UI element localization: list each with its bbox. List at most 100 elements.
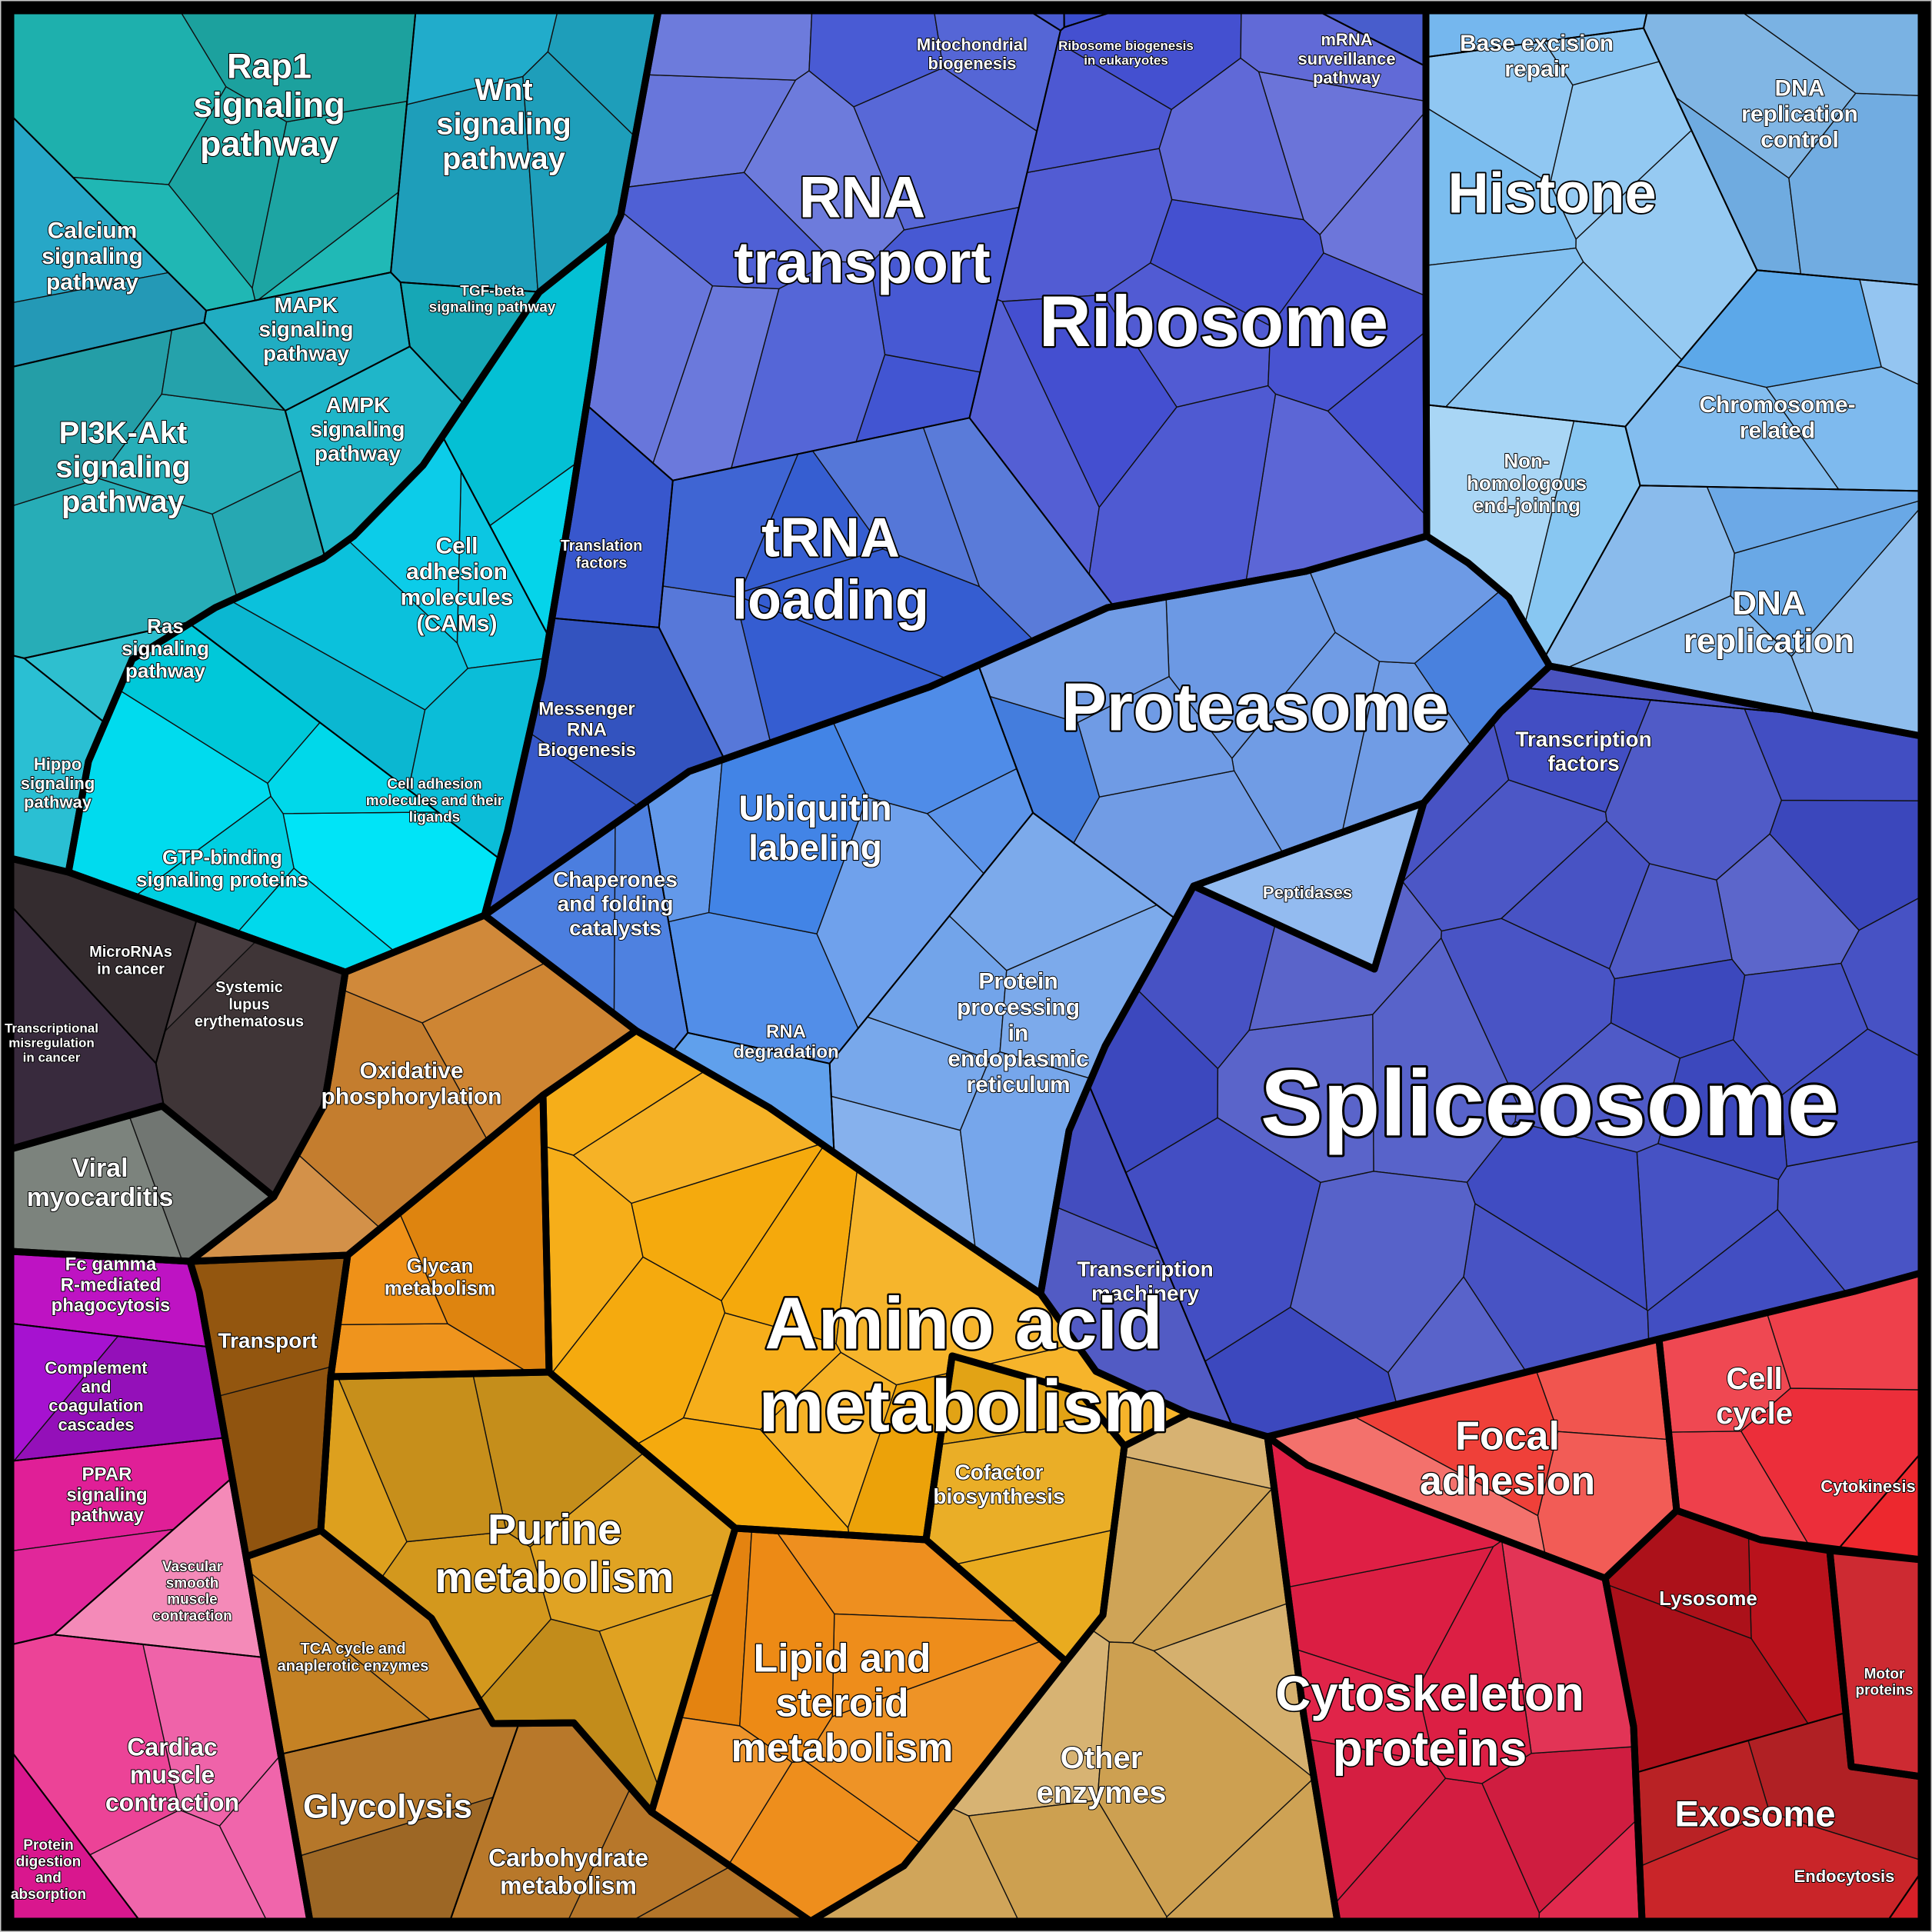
- svg-text:steroid: steroid: [775, 1681, 908, 1726]
- svg-text:repair: repair: [1504, 57, 1569, 82]
- svg-text:signaling: signaling: [55, 451, 191, 485]
- svg-text:Exosome: Exosome: [1675, 1793, 1836, 1834]
- svg-text:Fc gamma: Fc gamma: [65, 1254, 157, 1274]
- svg-text:Messenger: Messenger: [538, 698, 635, 719]
- svg-text:Hippo: Hippo: [34, 754, 82, 774]
- svg-text:and: and: [81, 1377, 111, 1397]
- svg-text:adhesion: adhesion: [406, 559, 508, 585]
- svg-text:signaling pathway: signaling pathway: [429, 300, 556, 316]
- svg-text:Protein: Protein: [23, 1837, 73, 1854]
- svg-text:pathway: pathway: [70, 1505, 145, 1526]
- svg-text:Biogenesis: Biogenesis: [538, 740, 636, 761]
- svg-text:Mitochondrial: Mitochondrial: [917, 35, 1028, 55]
- svg-text:adhesion: adhesion: [1420, 1459, 1595, 1504]
- svg-text:contraction: contraction: [152, 1608, 232, 1624]
- svg-text:Complement: Complement: [45, 1358, 148, 1377]
- svg-text:in cancer: in cancer: [97, 961, 165, 978]
- svg-text:Peptidases: Peptidases: [1263, 883, 1352, 902]
- svg-text:DNA: DNA: [1775, 75, 1825, 101]
- svg-text:Base excision: Base excision: [1460, 31, 1614, 56]
- svg-text:control: control: [1760, 128, 1839, 153]
- svg-text:AMPK: AMPK: [326, 393, 389, 417]
- svg-text:R-mediated: R-mediated: [61, 1274, 162, 1295]
- svg-text:reticulum: reticulum: [966, 1072, 1070, 1098]
- svg-text:phagocytosis: phagocytosis: [52, 1295, 171, 1316]
- svg-text:TGF-beta: TGF-beta: [460, 283, 525, 299]
- svg-text:factors: factors: [1547, 751, 1619, 775]
- svg-text:digestion: digestion: [16, 1854, 81, 1870]
- svg-text:machinery: machinery: [1091, 1281, 1199, 1305]
- svg-text:RNA: RNA: [567, 719, 607, 740]
- svg-text:Vascular: Vascular: [162, 1559, 223, 1575]
- svg-text:end-joining: end-joining: [1473, 494, 1581, 517]
- svg-text:pathway: pathway: [1313, 68, 1381, 87]
- svg-text:in eukaryotes: in eukaryotes: [1084, 53, 1168, 68]
- svg-text:Lysosome: Lysosome: [1659, 1587, 1757, 1610]
- svg-text:lupus: lupus: [228, 996, 269, 1013]
- svg-text:Calcium: Calcium: [48, 218, 138, 243]
- svg-text:Other: Other: [1061, 1741, 1143, 1775]
- svg-text:signaling: signaling: [436, 108, 571, 142]
- svg-text:catalysts: catalysts: [569, 916, 661, 940]
- svg-text:cycle: cycle: [1716, 1397, 1793, 1431]
- svg-text:molecules and their: molecules and their: [366, 793, 504, 809]
- svg-text:Cell adhesion: Cell adhesion: [387, 777, 482, 793]
- svg-text:replication: replication: [1741, 102, 1858, 127]
- svg-text:metabolism: metabolism: [758, 1365, 1168, 1447]
- svg-text:signaling: signaling: [21, 774, 95, 793]
- svg-text:pathway: pathway: [442, 142, 566, 175]
- svg-text:contraction: contraction: [105, 1788, 239, 1816]
- svg-text:related: related: [1740, 418, 1815, 444]
- svg-text:degradation: degradation: [733, 1042, 838, 1063]
- svg-text:PPAR: PPAR: [82, 1464, 132, 1484]
- svg-text:replication: replication: [1684, 622, 1855, 660]
- svg-text:Proteasome: Proteasome: [1061, 668, 1449, 744]
- svg-text:endoplasmic: endoplasmic: [948, 1047, 1088, 1072]
- svg-text:metabolism: metabolism: [435, 1553, 674, 1601]
- svg-text:and: and: [35, 1870, 62, 1887]
- svg-text:Oxidative: Oxidative: [359, 1058, 463, 1084]
- svg-text:coagulation: coagulation: [48, 1396, 143, 1415]
- svg-text:signaling: signaling: [259, 317, 354, 341]
- svg-text:phosphorylation: phosphorylation: [321, 1084, 502, 1110]
- svg-text:pathway: pathway: [62, 485, 185, 518]
- svg-text:in: in: [1008, 1021, 1029, 1046]
- svg-text:Focal: Focal: [1455, 1414, 1560, 1459]
- svg-text:Glycolysis: Glycolysis: [303, 1788, 472, 1826]
- svg-text:(CAMs): (CAMs): [417, 611, 498, 636]
- svg-text:signaling: signaling: [193, 85, 345, 125]
- svg-text:and folding: and folding: [558, 891, 674, 915]
- svg-text:pathway: pathway: [315, 441, 401, 465]
- svg-text:DNA: DNA: [1732, 585, 1805, 622]
- svg-text:signaling: signaling: [122, 637, 209, 660]
- svg-text:enzymes: enzymes: [1037, 1776, 1167, 1810]
- svg-text:GTP-binding: GTP-binding: [162, 845, 282, 868]
- svg-text:Cytokinesis: Cytokinesis: [1820, 1477, 1916, 1496]
- svg-text:metabolism: metabolism: [731, 1726, 954, 1770]
- svg-text:molecules: molecules: [401, 585, 514, 611]
- svg-text:MAPK: MAPK: [275, 293, 338, 317]
- svg-text:MicroRNAs: MicroRNAs: [89, 944, 172, 961]
- svg-text:Histone: Histone: [1447, 162, 1656, 225]
- svg-text:metabolism: metabolism: [385, 1276, 496, 1299]
- svg-text:muscle: muscle: [130, 1760, 215, 1788]
- svg-text:pathway: pathway: [263, 341, 349, 365]
- svg-text:cascades: cascades: [58, 1415, 134, 1434]
- svg-text:mRNA: mRNA: [1321, 30, 1372, 49]
- svg-text:biosynthesis: biosynthesis: [933, 1484, 1064, 1508]
- svg-text:proteins: proteins: [1856, 1683, 1914, 1699]
- svg-text:Carbohydrate: Carbohydrate: [488, 1844, 648, 1872]
- svg-text:Viral: Viral: [72, 1154, 128, 1183]
- svg-text:TCA cycle and: TCA cycle and: [300, 1641, 405, 1657]
- svg-text:pathway: pathway: [200, 124, 338, 163]
- svg-text:labeling: labeling: [748, 828, 882, 868]
- svg-text:Ribosome biogenesis: Ribosome biogenesis: [1058, 38, 1194, 53]
- svg-text:loading: loading: [732, 569, 929, 631]
- svg-text:absorption: absorption: [11, 1887, 86, 1903]
- svg-text:Cardiac: Cardiac: [127, 1734, 217, 1761]
- svg-text:PI3K-Akt: PI3K-Akt: [59, 416, 188, 450]
- svg-text:Transport: Transport: [218, 1328, 317, 1352]
- svg-text:erythematosus: erythematosus: [195, 1014, 304, 1031]
- svg-text:Non-: Non-: [1504, 449, 1549, 472]
- svg-text:surveillance: surveillance: [1297, 49, 1395, 68]
